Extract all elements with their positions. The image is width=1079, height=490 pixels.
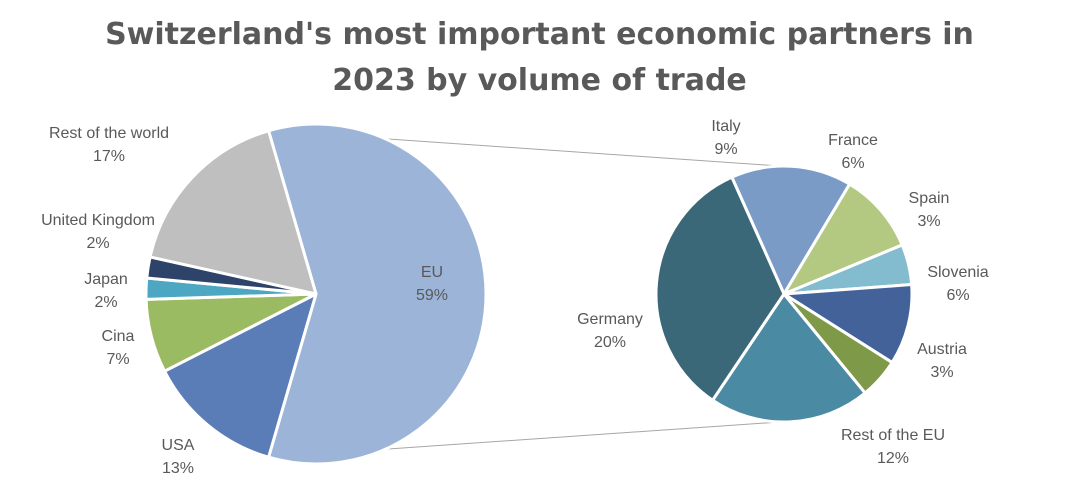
chart-title-line-1: Switzerland's most important economic pa… — [105, 17, 974, 52]
main-pie-value-cina: 7% — [106, 351, 129, 368]
secondary-pie-label-france: France — [828, 132, 878, 149]
main-pie-label-usa: USA — [162, 437, 195, 454]
secondary-pie-slice-germany — [654, 175, 786, 402]
secondary-pie-value-rest-of-the-eu: 12% — [877, 450, 909, 467]
secondary-pie-value-austria: 3% — [930, 364, 953, 381]
secondary-pie-label-rest-of-the-eu: Rest of the EU — [841, 427, 945, 444]
secondary-pie-label-spain: Spain — [909, 190, 950, 207]
secondary-pie-label-italy: Italy — [711, 118, 740, 135]
secondary-pie-slice-slovenia — [782, 283, 914, 365]
main-pie-label-japan: Japan — [84, 271, 128, 288]
main-pie-value-eu: 59% — [416, 287, 448, 304]
secondary-pie — [654, 164, 914, 424]
secondary-pie-value-slovenia: 6% — [946, 287, 969, 304]
secondary-pie-slice-italy — [730, 164, 852, 296]
main-pie-label-cina: Cina — [102, 328, 135, 345]
chart-title: Switzerland's most important economic pa… — [0, 12, 1079, 104]
secondary-pie-value-france: 6% — [841, 155, 864, 172]
main-pie-slice-usa — [163, 292, 318, 459]
main-pie-slice-eu — [267, 122, 488, 466]
secondary-pie-value-germany: 20% — [594, 334, 626, 351]
main-pie-value-rest-of-the-world: 17% — [93, 148, 125, 165]
secondary-pie-value-spain: 3% — [917, 213, 940, 230]
secondary-pie-label-slovenia: Slovenia — [927, 264, 988, 281]
main-pie-label-eu: EU — [421, 264, 443, 281]
main-pie-value-japan: 2% — [94, 294, 117, 311]
secondary-pie-value-italy: 9% — [714, 141, 737, 158]
main-pie-value-usa: 13% — [162, 460, 194, 477]
secondary-pie-slice-rest-of-the-eu — [711, 292, 867, 424]
secondary-pie-slice-france — [782, 182, 904, 296]
main-pie-slice-rest-of-the-world — [148, 129, 318, 296]
main-pie-label-united-kingdom: United Kingdom — [41, 212, 155, 229]
secondary-pie-label-austria: Austria — [917, 341, 967, 358]
main-pie — [144, 122, 488, 466]
secondary-pie-label-germany: Germany — [577, 311, 643, 328]
main-pie-value-united-kingdom: 2% — [86, 235, 109, 252]
chart-title-line-2: 2023 by volume of trade — [332, 63, 747, 98]
slice-labels: EU 59% USA 13% Cina 7% Japan 2% United Kingdom 2%… — [41, 118, 989, 477]
main-pie-label-rest-of-the-world: Rest of the world — [49, 125, 169, 142]
